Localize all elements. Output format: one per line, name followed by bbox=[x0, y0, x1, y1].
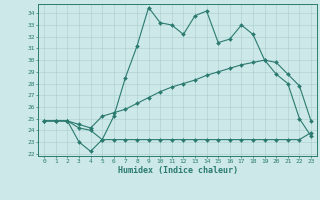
X-axis label: Humidex (Indice chaleur): Humidex (Indice chaleur) bbox=[118, 166, 238, 175]
